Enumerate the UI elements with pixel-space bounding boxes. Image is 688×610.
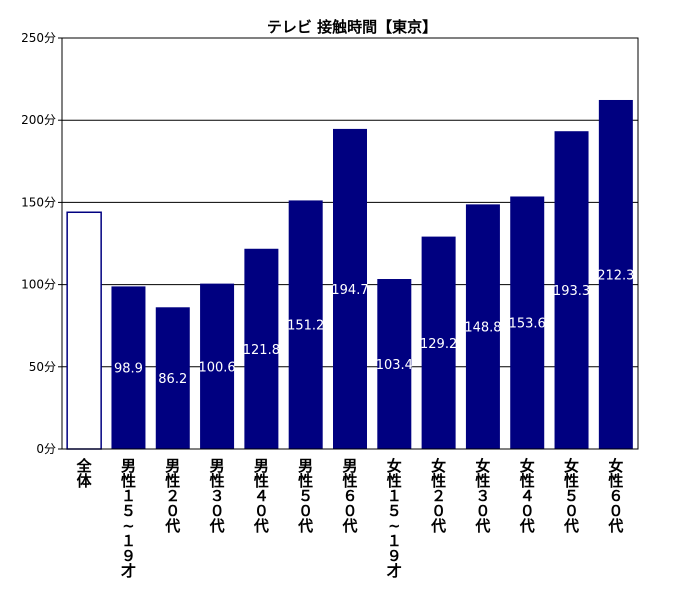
x-category-label: 女性４０代 [519,457,535,535]
bar [288,200,323,449]
y-tick-label: 250分 [21,31,56,45]
x-category-label: 男性１５~１９才 [121,457,136,580]
bars [66,99,633,450]
y-tick-label: 0分 [36,442,56,456]
x-axis-labels: 全体 男性１５~１９才 男性２０代 男性３０代 男性４０代 男性５０代 男性６０代 女性１５~… [76,457,624,580]
x-category-label: 男性５０代 [297,457,313,535]
bar [200,283,235,449]
bar [465,204,500,449]
bar [111,286,146,449]
x-category-label: 全体 [76,457,93,490]
x-category-label: 女性１５~１９才 [387,457,402,580]
bar [333,128,367,449]
bar [66,211,102,450]
data-label: 194.7 [331,283,368,298]
x-category-label: 男性２０代 [164,457,180,535]
data-label: 148.8 [464,321,501,336]
y-tick-label: 100分 [21,278,56,292]
data-label: 121.8 [243,343,280,358]
bar [554,131,589,450]
data-label: 212.3 [597,268,634,283]
bar [155,307,190,449]
x-category-label: 女性２０代 [430,457,446,535]
bar [510,196,545,449]
y-tick-label: 200分 [21,113,56,127]
x-category-label: 男性４０代 [253,457,269,535]
x-category-label: 女性３０代 [474,457,490,535]
bar [377,279,412,449]
bar [598,99,633,450]
data-label: 86.2 [158,372,187,387]
y-tick-label: 150分 [21,195,56,209]
data-labels: 98.9 86.2 100.6 121.8 151.2 194.7 103.4 129.2 14… [114,268,634,387]
y-axis: 0分 50分 100分 150分 200分 250分 [21,31,62,456]
data-label: 129.2 [420,337,457,352]
bar [244,248,279,449]
y-tick-label: 50分 [29,360,56,374]
data-label: 103.4 [376,358,413,373]
data-label: 193.3 [553,284,590,299]
x-category-label: 女性５０代 [563,457,579,535]
x-category-label: 男性６０代 [341,457,357,535]
data-label: 100.6 [198,360,235,375]
data-label: 151.2 [287,319,324,334]
x-category-label: 女性６０代 [607,457,623,535]
bar [421,236,456,449]
x-category-label: 男性３０代 [209,457,225,535]
plot-area-frame [61,37,639,450]
chart-title: テレビ 接触時間【東京】 [267,18,437,36]
data-label: 98.9 [114,362,143,377]
data-label: 153.6 [509,317,546,332]
